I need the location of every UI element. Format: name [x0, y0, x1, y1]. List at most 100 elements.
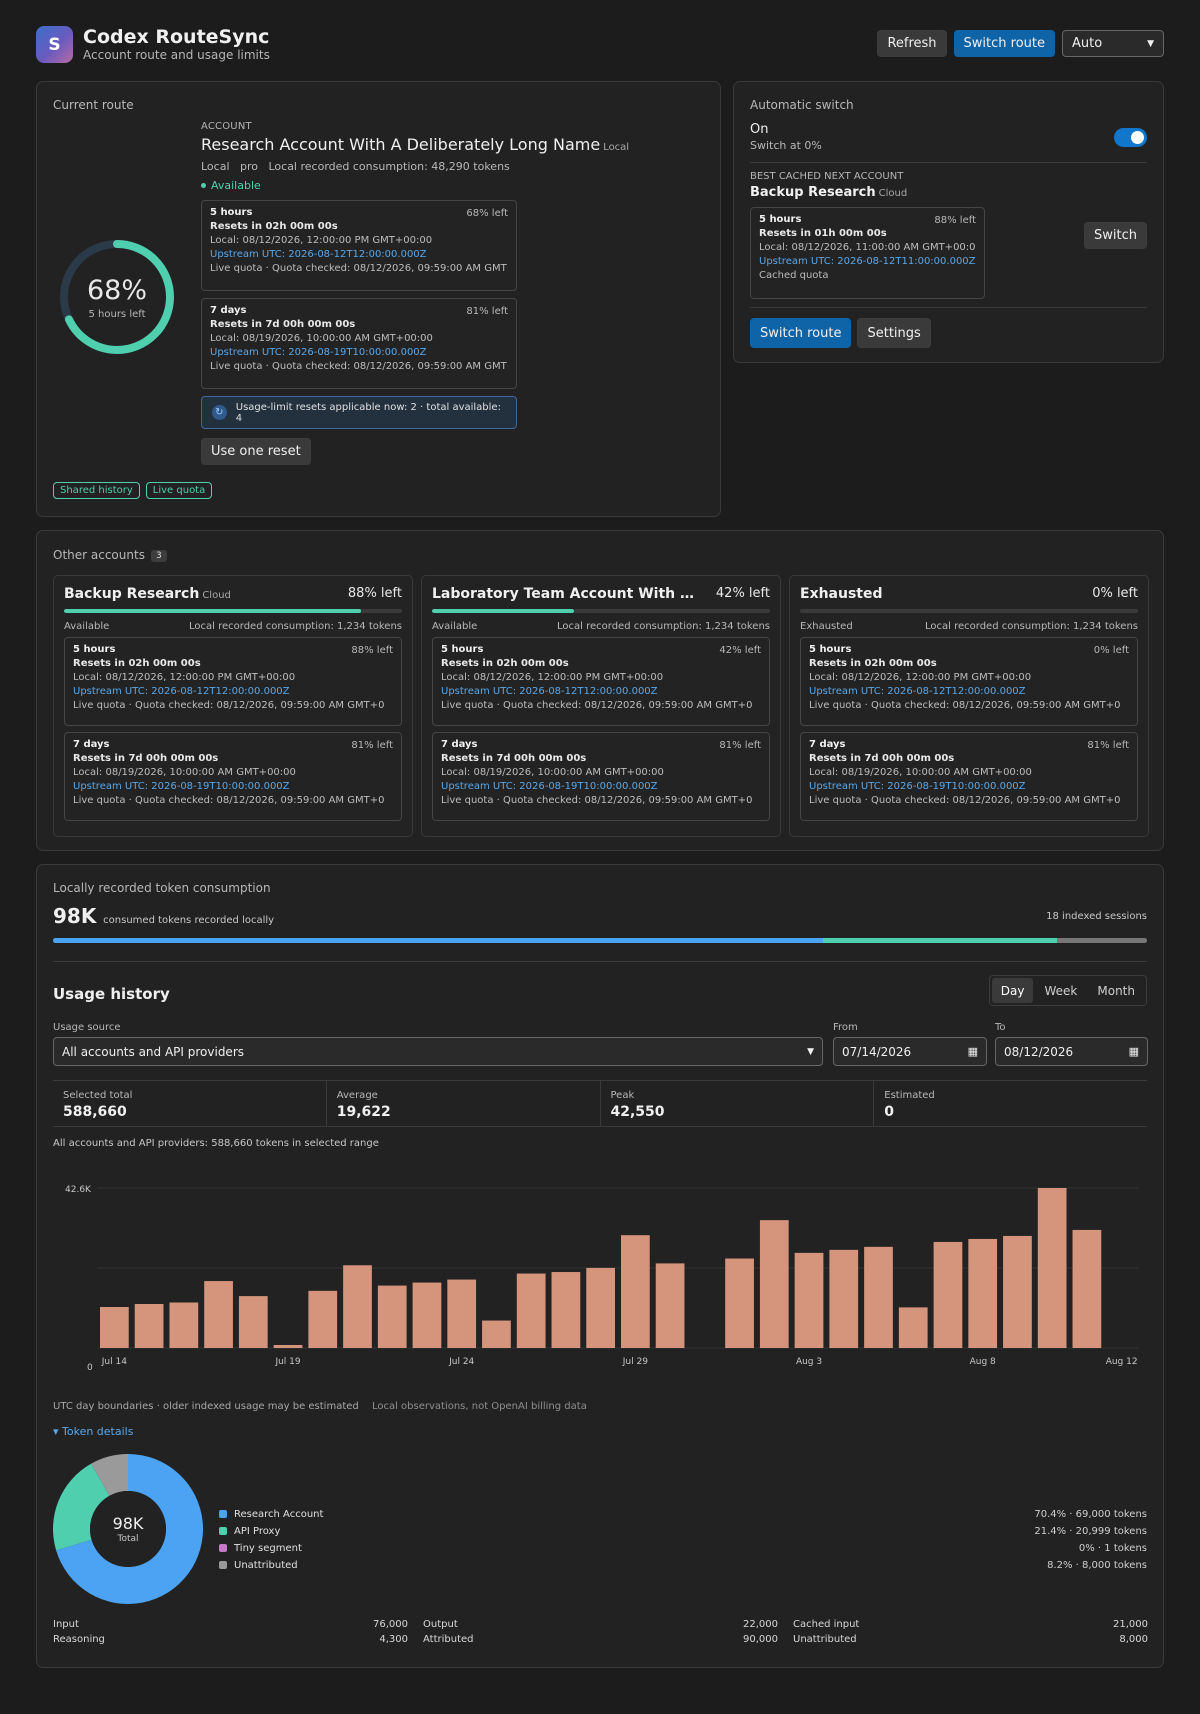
quota-title: 5 hours — [73, 644, 116, 655]
usage-source-label: Usage source — [53, 1022, 121, 1033]
app-subtitle: Account route and usage limits — [83, 48, 270, 62]
calendar-icon: ▦ — [1128, 1045, 1139, 1058]
usage-bar[interactable] — [308, 1290, 338, 1348]
quota-left: 81% left — [351, 740, 393, 751]
usage-bar[interactable] — [551, 1272, 581, 1348]
quota-title: 5 hours — [759, 214, 802, 225]
account-quota-bar — [432, 609, 770, 613]
use-one-reset-button[interactable]: Use one reset — [201, 438, 311, 465]
quota-local-time: Local: 08/12/2026, 12:00:00 PM GMT+00:00 — [210, 235, 433, 246]
usage-bar[interactable] — [516, 1273, 546, 1348]
usage-bar[interactable] — [1003, 1235, 1032, 1348]
total-unattributed: Unattributed 8,000 — [793, 1634, 1148, 1645]
switch-route-button[interactable]: Switch route — [953, 30, 1055, 57]
quota-upstream-time: Upstream UTC: 2026-08-19T10:00:00.000Z — [441, 781, 658, 792]
usage-bar[interactable] — [377, 1285, 407, 1348]
usage-bar[interactable] — [1037, 1188, 1067, 1348]
usage-bar[interactable] — [100, 1307, 129, 1348]
token-donut-slice[interactable] — [52, 1463, 110, 1551]
legend-name: Research Account — [234, 1508, 324, 1520]
token-details-toggle[interactable]: ▾ Token details — [53, 1425, 134, 1438]
legend-value: 0% · 1 tokens — [1078, 1542, 1147, 1554]
usage-bar[interactable] — [482, 1320, 511, 1348]
refresh-button[interactable]: Refresh — [877, 30, 947, 57]
to-date-input[interactable]: 08/12/2026 ▦ — [995, 1037, 1148, 1066]
usage-bar[interactable] — [725, 1258, 754, 1348]
quota-window-5h: 5 hours 68% left Resets in 02h 00m 00s L… — [201, 200, 517, 291]
usage-bar[interactable] — [621, 1235, 650, 1348]
best-account-name-text: Backup Research — [750, 185, 876, 200]
auto-switch-route-button[interactable]: Switch route — [750, 318, 852, 348]
auto-switch-toggle[interactable] — [1114, 128, 1147, 147]
total-reasoning: Reasoning 4,300 — [53, 1634, 408, 1645]
from-date-input[interactable]: 07/14/2026 ▦ — [833, 1037, 987, 1066]
share-segment — [823, 938, 1058, 943]
legend-name: Tiny segment — [234, 1542, 302, 1554]
usage-bar[interactable] — [655, 1263, 685, 1348]
account-card-name: Backup Research Cloud — [64, 586, 231, 602]
settings-button[interactable]: Settings — [857, 318, 931, 348]
account-card[interactable]: Backup Research Cloud 88% left Available Loc… — [53, 575, 413, 837]
stat-label: Peak — [610, 1090, 635, 1101]
usage-bar[interactable] — [1072, 1229, 1102, 1348]
account-card[interactable]: Laboratory Team Account With Very Lon...… — [421, 575, 781, 837]
x-tick-label: Jul 14 — [101, 1357, 127, 1367]
usage-bar[interactable] — [343, 1265, 372, 1348]
quota-reset: Resets in 02h 00m 00s — [73, 658, 201, 669]
stat-value: 42,550 — [610, 1104, 665, 1120]
usage-bar[interactable] — [864, 1246, 893, 1348]
account-card-left: 42% left — [715, 586, 770, 601]
footnote-billing: Local observations, not OpenAI billing d… — [371, 1401, 587, 1412]
stat-label: Estimated — [884, 1090, 935, 1101]
total-input: Input 76,000 — [53, 1619, 408, 1630]
tab-week[interactable]: Week — [1044, 983, 1078, 998]
stat-value: 588,660 — [63, 1104, 127, 1120]
account-card-left: 88% left — [347, 586, 402, 601]
usage-bar[interactable] — [898, 1307, 928, 1348]
usage-bar[interactable] — [968, 1238, 998, 1348]
tab-month[interactable]: Month — [1097, 983, 1135, 998]
usage-bar[interactable] — [134, 1304, 164, 1348]
quota-reset: Resets in 02h 00m 00s — [210, 221, 338, 232]
usage-bar[interactable] — [447, 1279, 477, 1348]
from-label: From — [833, 1022, 858, 1033]
toggle-knob — [1131, 131, 1144, 144]
token-legend-row: API Proxy 21.4% · 20,999 tokens — [219, 1525, 1147, 1537]
tab-day[interactable]: Day — [991, 978, 1034, 1003]
quota-upstream-time: Upstream UTC: 2026-08-12T12:00:00.000Z — [441, 686, 658, 697]
usage-bar[interactable] — [794, 1252, 824, 1348]
account-caption: ACCOUNT — [201, 121, 252, 132]
usage-bar[interactable] — [412, 1282, 442, 1348]
usage-bar[interactable] — [829, 1249, 859, 1348]
account-quota-fill — [64, 609, 362, 613]
status-text: Available — [211, 179, 261, 192]
usage-source-select[interactable]: All accounts and API providers ▼ — [53, 1037, 823, 1066]
legend-value: 70.4% · 69,000 tokens — [1034, 1508, 1147, 1520]
total-label: Attributed — [423, 1634, 474, 1645]
usage-bar[interactable] — [759, 1220, 789, 1348]
usage-bar[interactable] — [273, 1344, 303, 1348]
token-donut-slice[interactable] — [56, 1454, 203, 1604]
auto-switch-label: Automatic switch — [750, 98, 854, 112]
mode-select[interactable]: Auto ▼ — [1062, 30, 1164, 57]
total-value: 90,000 — [743, 1634, 778, 1645]
usage-bar[interactable] — [238, 1296, 268, 1348]
quota-upstream-time: Upstream UTC: 2026-08-19T10:00:00.000Z — [210, 347, 427, 358]
gauge-ring — [60, 240, 174, 354]
usage-bar[interactable] — [169, 1302, 199, 1348]
best-account-caption: BEST CACHED NEXT ACCOUNT — [750, 171, 904, 182]
account-card-status: Available — [64, 621, 110, 632]
usage-bar[interactable] — [586, 1267, 615, 1348]
usage-total-value: 98K — [53, 904, 97, 928]
x-tick-label: Aug 12 — [1106, 1357, 1138, 1367]
switch-to-best-button[interactable]: Switch — [1084, 222, 1147, 249]
current-route-label: Current route — [53, 98, 134, 112]
token-donut-slice[interactable] — [91, 1454, 128, 1496]
account-card-name: Laboratory Team Account With Very Lon... — [432, 586, 702, 602]
token-donut-slice[interactable] — [91, 1463, 110, 1496]
quota-window-7d: 7 days 81% left Resets in 7d 00h 00m 00s… — [201, 298, 517, 389]
usage-bar[interactable] — [204, 1281, 233, 1348]
account-card[interactable]: Exhausted 0% left Exhausted Local recorded … — [789, 575, 1149, 837]
usage-bar[interactable] — [933, 1241, 963, 1348]
stat-estimated: Estimated 0 — [874, 1081, 1147, 1126]
